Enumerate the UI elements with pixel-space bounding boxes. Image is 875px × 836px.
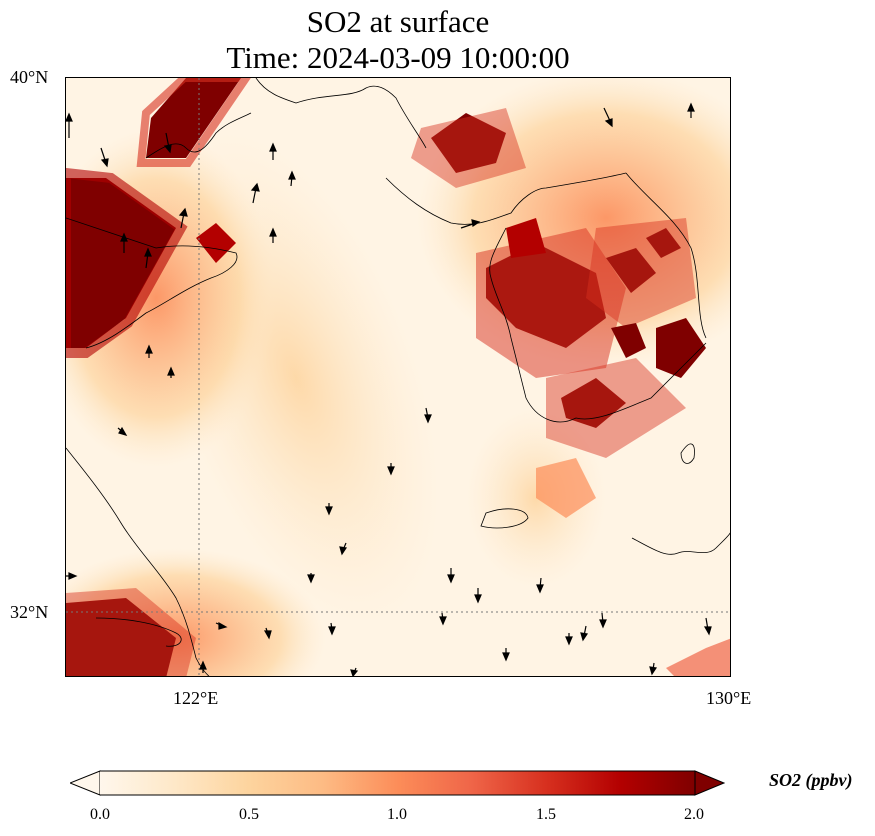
title-line-2: Time: 2024-03-09 10:00:00 bbox=[226, 40, 570, 75]
colorbar-tick-1: 0.5 bbox=[239, 806, 259, 823]
colorbar bbox=[68, 770, 726, 796]
map-panel[interactable] bbox=[65, 77, 731, 677]
wind-vectors bbox=[66, 102, 712, 676]
lat-label-32: 32°N bbox=[10, 602, 49, 622]
title-line-1: SO2 at surface bbox=[306, 4, 490, 39]
lat-label-40: 40°N bbox=[10, 67, 49, 87]
colorbar-label: SO2 (ppbv) bbox=[769, 770, 853, 790]
coastlines bbox=[66, 78, 730, 676]
gridlines bbox=[66, 78, 730, 676]
so2-field bbox=[66, 78, 730, 676]
colorbar-tick-4: 2.0 bbox=[684, 806, 704, 823]
lon-label-122: 122°E bbox=[173, 688, 219, 708]
colorbar-min-extend bbox=[68, 770, 101, 796]
colorbar-tick-2: 1.0 bbox=[387, 806, 407, 823]
colorbar-tick-0: 0.0 bbox=[90, 806, 110, 823]
colorbar-gradient bbox=[100, 771, 695, 795]
colorbar-max-extend bbox=[694, 770, 726, 796]
map-title: SO2 at surface Time: 2024-03-09 10:00:00 bbox=[65, 4, 731, 76]
colorbar-tick-3: 1.5 bbox=[536, 806, 556, 823]
colorbar-svg bbox=[68, 770, 726, 796]
lon-label-130: 130°E bbox=[706, 688, 752, 708]
so2-map-svg bbox=[66, 78, 730, 676]
